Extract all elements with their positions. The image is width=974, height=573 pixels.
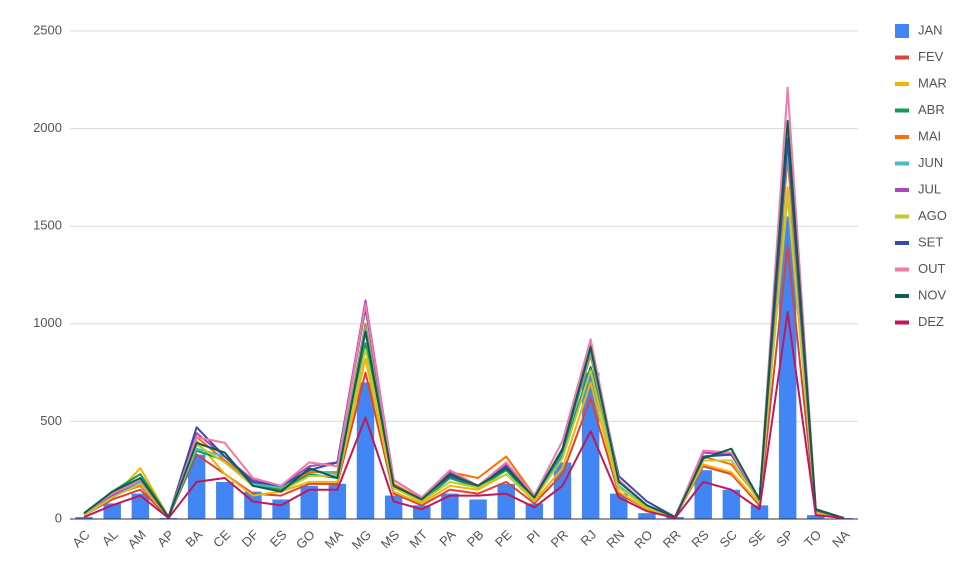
line <box>83 244 845 520</box>
line <box>83 86 845 519</box>
x-tick-label: RJ <box>577 527 599 549</box>
bar <box>75 517 93 519</box>
bar <box>638 513 656 519</box>
x-tick-label: RS <box>688 527 712 551</box>
legend-swatch <box>895 55 909 60</box>
line <box>83 195 845 519</box>
bar <box>750 505 769 519</box>
legend-label: SET <box>918 234 943 249</box>
x-tick-label: SE <box>745 527 768 550</box>
legend-label: MAI <box>918 128 941 143</box>
legend-swatch <box>895 294 909 298</box>
legend-label: OUT <box>918 261 946 276</box>
x-tick-label: PI <box>524 527 543 546</box>
x-tick-label: MT <box>406 527 430 551</box>
x-tick-label: NA <box>829 527 853 551</box>
legend-swatch <box>895 82 909 86</box>
y-tick-label: 2500 <box>33 22 62 37</box>
x-tick-label: RN <box>603 527 627 551</box>
x-tick-label: ES <box>267 527 290 550</box>
legend-swatch <box>895 241 909 245</box>
legend-swatch <box>895 320 909 325</box>
legend-swatch <box>895 188 909 192</box>
bar <box>384 495 403 519</box>
y-tick-label: 1500 <box>33 218 62 233</box>
legend-label: AGO <box>918 208 947 223</box>
x-tick-label: SC <box>717 527 740 550</box>
x-tick-label: CE <box>210 527 234 551</box>
legend-label: MAR <box>918 75 947 90</box>
x-tick-label: MA <box>322 527 347 552</box>
bar <box>187 454 206 519</box>
line <box>83 119 845 519</box>
x-tick-label: MG <box>349 527 374 552</box>
bar <box>356 382 375 519</box>
x-tick-label: TO <box>801 527 824 550</box>
x-tick-label: AP <box>154 527 177 550</box>
x-tick-label: RR <box>660 527 684 551</box>
y-tick-label: 1000 <box>33 315 62 330</box>
bar <box>722 489 741 519</box>
bar <box>441 493 459 519</box>
legend-swatch <box>895 214 909 219</box>
bar <box>497 483 515 519</box>
y-tick-label: 0 <box>55 510 62 525</box>
legend-swatch <box>895 24 909 38</box>
legend-swatch <box>895 108 909 113</box>
bar <box>807 515 825 519</box>
x-tick-label: MS <box>378 527 403 552</box>
legend-swatch <box>895 135 909 139</box>
y-tick-label: 2000 <box>33 120 62 135</box>
legend-label: DEZ <box>918 314 944 329</box>
y-tick-label: 500 <box>40 413 62 428</box>
legend-swatch <box>895 267 909 272</box>
x-tick-label: BA <box>182 527 205 550</box>
x-tick-label: PB <box>464 527 487 550</box>
x-tick-label: AM <box>125 527 149 551</box>
x-tick-label: AL <box>99 527 121 549</box>
bar <box>300 485 318 519</box>
x-tick-label: DF <box>239 527 262 550</box>
bar <box>469 499 487 519</box>
bar <box>216 481 234 519</box>
bar <box>328 483 347 519</box>
x-tick-label: PE <box>492 527 515 550</box>
bar <box>525 503 544 519</box>
legend-label: JUL <box>918 181 941 196</box>
x-tick-label: PR <box>548 527 571 550</box>
x-tick-label: RO <box>631 527 655 551</box>
x-tick-label: AC <box>69 527 92 550</box>
x-tick-label: PA <box>436 527 458 549</box>
line <box>83 311 845 520</box>
legend-label: NOV <box>918 287 947 302</box>
legend-label: FEV <box>918 49 944 64</box>
x-tick-label: SP <box>773 527 796 550</box>
legend-label: JAN <box>918 22 943 37</box>
legend-label: ABR <box>918 102 945 117</box>
line <box>83 186 845 520</box>
x-tick-label: GO <box>293 527 318 552</box>
legend-label: JUN <box>918 155 943 170</box>
legend-swatch <box>895 161 909 166</box>
